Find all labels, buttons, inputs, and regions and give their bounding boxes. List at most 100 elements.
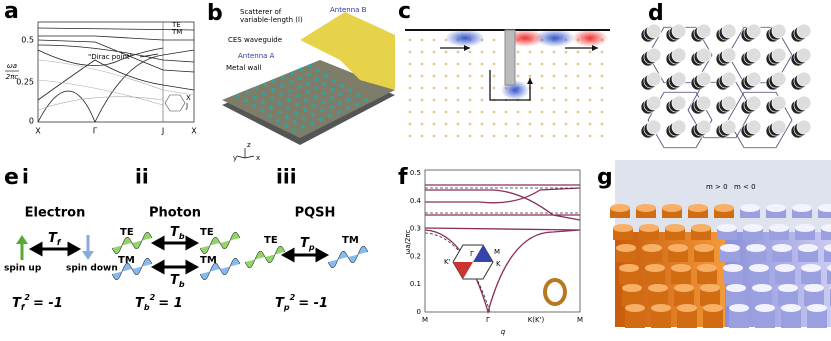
- rod: [480, 86, 484, 90]
- rod: [564, 134, 568, 138]
- scatterer: [261, 100, 265, 104]
- rod: [420, 74, 424, 78]
- pillar-side: [807, 308, 827, 328]
- rod: [492, 74, 496, 78]
- scatterer: [355, 102, 359, 106]
- rod: [540, 110, 544, 114]
- rod: [516, 122, 520, 126]
- pillar-side: [668, 248, 688, 262]
- label: spin up: [4, 264, 42, 274]
- pillar-top: [743, 224, 763, 232]
- rod: [408, 50, 412, 54]
- pillar-top: [645, 264, 665, 272]
- inset-label: X: [186, 94, 191, 102]
- scatterer: [252, 104, 256, 108]
- rod: [588, 86, 592, 90]
- rod: [408, 38, 412, 42]
- spiral: [771, 71, 787, 87]
- y-tick: 0.4: [410, 197, 422, 205]
- rod: [516, 134, 520, 138]
- spiral: [671, 71, 687, 87]
- rod: [600, 86, 604, 90]
- pillar-top: [674, 284, 694, 292]
- scatterer: [348, 89, 352, 93]
- scatterer: [298, 76, 302, 80]
- callout: variable-length (l): [240, 16, 303, 24]
- pillar-top: [671, 264, 691, 272]
- background: [615, 160, 831, 232]
- pillar-top: [740, 204, 760, 212]
- hexagon: [647, 91, 713, 149]
- rod: [456, 74, 460, 78]
- panel-g: g m > 0 m < 0: [597, 160, 831, 328]
- eq-rest: = -1: [298, 296, 328, 311]
- pillar-side: [622, 288, 642, 306]
- pillar-top: [639, 224, 659, 232]
- equation: Tf2 = -1: [12, 293, 63, 312]
- rod: [564, 74, 568, 78]
- pillar-top: [665, 224, 685, 232]
- scatterer: [286, 106, 290, 110]
- spiral: [671, 23, 687, 39]
- rod: [588, 50, 592, 54]
- scatterer: [276, 119, 280, 123]
- rod: [492, 122, 496, 126]
- pillar-top: [723, 264, 743, 272]
- pillar-side: [688, 208, 708, 218]
- rod: [420, 122, 424, 126]
- equation: Tb2 = 1: [135, 293, 183, 312]
- spiral: [671, 119, 687, 135]
- scatterer: [314, 86, 318, 90]
- scatterer: [338, 101, 342, 105]
- y-tick: 0.1: [410, 280, 421, 288]
- panel-label: a: [4, 0, 19, 24]
- pillar-top: [818, 204, 831, 212]
- field: [572, 29, 608, 47]
- rod: [420, 50, 424, 54]
- x-tick: X: [191, 127, 197, 136]
- label: TE: [200, 227, 214, 238]
- rod: [468, 122, 472, 126]
- scatterer: [284, 124, 288, 128]
- pillar-side: [818, 208, 831, 218]
- rod: [528, 122, 532, 126]
- callout: Metal wall: [226, 64, 262, 72]
- scatterer: [340, 84, 344, 88]
- rod: [528, 62, 532, 66]
- pillar-side: [720, 248, 740, 262]
- rod: [528, 110, 532, 114]
- wave: [111, 231, 153, 255]
- scatterer: [310, 121, 314, 125]
- operator: Tp: [300, 236, 315, 252]
- spiral: [696, 95, 712, 111]
- pillar-side: [616, 248, 636, 262]
- scatterer: [339, 92, 343, 96]
- pillar-side: [694, 248, 714, 262]
- rod: [540, 98, 544, 102]
- pillar-side: [766, 208, 786, 218]
- rod: [444, 134, 448, 138]
- inset-label: Γ: [470, 250, 474, 258]
- y-tick: 0.5: [21, 36, 34, 45]
- rod: [480, 122, 484, 126]
- rod: [540, 122, 544, 126]
- rod: [564, 50, 568, 54]
- arrowhead: [16, 235, 28, 244]
- rod: [408, 62, 412, 66]
- rod: [408, 98, 412, 102]
- rod: [432, 62, 436, 66]
- rod: [588, 134, 592, 138]
- inset-label: K: [496, 260, 501, 268]
- rod: [504, 122, 508, 126]
- scatterer: [302, 116, 306, 120]
- scatterer: [328, 114, 332, 118]
- y-tick: 0.25: [16, 78, 34, 87]
- eq-sub: f: [21, 303, 26, 312]
- x-tick: M: [422, 316, 428, 324]
- rod: [528, 74, 532, 78]
- scatterer: [295, 103, 299, 107]
- rod: [432, 86, 436, 90]
- pillar-side: [781, 308, 801, 328]
- scatterer: [320, 109, 324, 113]
